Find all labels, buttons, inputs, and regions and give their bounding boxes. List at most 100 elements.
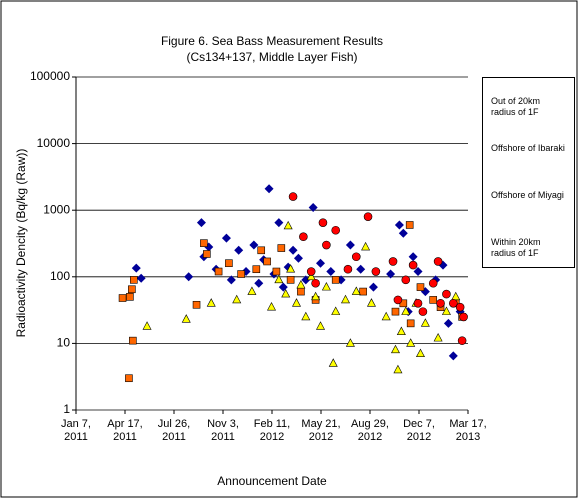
point (418, 307, 428, 316)
point (316, 321, 326, 330)
point (206, 298, 216, 307)
point (306, 271, 316, 281)
point (356, 264, 366, 274)
point (331, 276, 340, 284)
point (237, 270, 245, 278)
point (341, 294, 350, 304)
point (306, 267, 316, 276)
point (257, 246, 266, 255)
point (371, 267, 381, 276)
point (381, 311, 391, 321)
point (308, 202, 318, 212)
point (118, 294, 127, 302)
legend: Out of 20km radius of 1F Offshore of Ibar… (482, 77, 575, 268)
point (281, 288, 291, 298)
point (455, 302, 465, 312)
point (398, 228, 408, 238)
point (408, 260, 418, 270)
chart-title: Figure 6. Sea Bass Measurement Results (161, 34, 383, 48)
point (359, 287, 367, 296)
point (391, 307, 400, 316)
point (278, 282, 288, 292)
point (234, 245, 244, 255)
point (351, 286, 361, 295)
x-tick-label: Nov 3, 2011 (207, 418, 239, 443)
point (406, 338, 416, 347)
point (316, 258, 326, 268)
point (396, 326, 406, 335)
legend-entry: Within 20km radius of 1F (491, 237, 541, 258)
point (267, 302, 277, 311)
y-tick-label: 100 (50, 269, 70, 283)
point (130, 276, 138, 284)
point (322, 240, 331, 250)
point (428, 278, 438, 288)
x-tick-label: May 21, 2012 (301, 418, 341, 443)
point (293, 253, 303, 263)
point (393, 364, 403, 374)
point (401, 275, 411, 285)
point (442, 289, 451, 299)
point (200, 239, 208, 247)
point (331, 306, 341, 315)
point (297, 287, 305, 296)
point (247, 286, 257, 295)
point (326, 267, 336, 277)
point (415, 348, 425, 358)
point (451, 291, 461, 301)
point (351, 252, 361, 262)
point (388, 257, 398, 266)
point (225, 259, 233, 268)
point (436, 299, 445, 308)
point (288, 192, 298, 201)
point (272, 267, 281, 276)
point (125, 374, 133, 383)
x-tick-label: Apr 17, 2011 (107, 418, 143, 443)
point (184, 272, 194, 282)
point (408, 252, 418, 262)
point (214, 267, 223, 276)
point (264, 184, 274, 194)
point (274, 274, 284, 284)
point (249, 240, 259, 250)
point (328, 358, 338, 367)
point (345, 338, 355, 347)
y-tick-label: 10000 (37, 136, 71, 150)
point (459, 312, 468, 322)
point (361, 241, 371, 251)
point (274, 218, 284, 228)
point (136, 273, 146, 283)
legend-entry: Offshore of Ibaraki (491, 143, 565, 153)
point (301, 311, 311, 321)
x-tick-label: Jan 7, 2011 (61, 418, 91, 443)
point (263, 257, 271, 266)
y-tick-label: 10 (57, 336, 71, 350)
point (413, 299, 423, 308)
point (129, 336, 137, 345)
point (283, 220, 293, 230)
y-tick-label: 100000 (30, 69, 70, 83)
point (286, 264, 296, 273)
point (254, 278, 264, 288)
legend-entry: Offshore of Miyagi (491, 190, 564, 200)
point (368, 282, 378, 292)
point (226, 275, 236, 285)
point (441, 306, 451, 315)
point (181, 314, 191, 323)
point (232, 294, 242, 304)
point (286, 276, 295, 284)
point (318, 218, 328, 227)
point (311, 291, 321, 301)
point (252, 265, 261, 274)
x-tick-label: Mar 17, 2013 (449, 418, 487, 443)
x-tick-label: Feb 11, 2012 (253, 418, 291, 443)
point (131, 263, 141, 273)
point (406, 319, 415, 328)
point (196, 218, 206, 228)
point (203, 250, 211, 258)
point (433, 332, 443, 342)
point (405, 221, 414, 229)
chart-subtitle: (Cs134+137, Middle Layer Fish) (186, 50, 357, 64)
